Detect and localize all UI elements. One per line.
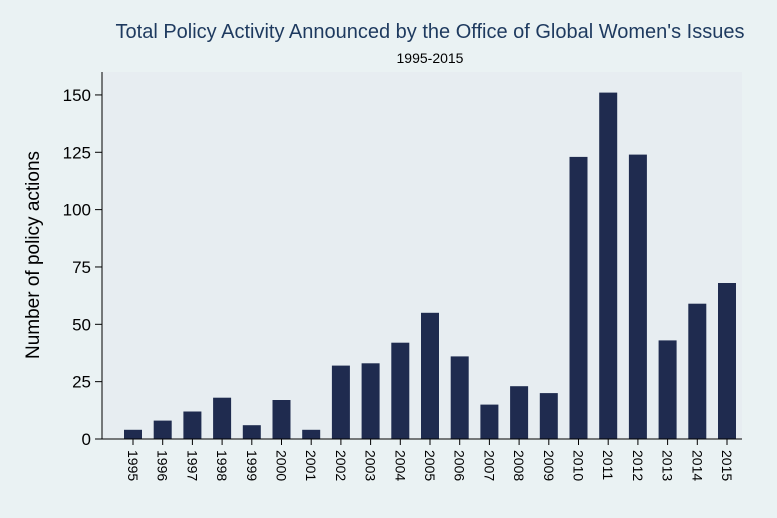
x-tick-label: 1998 [214,450,230,481]
x-tick-label: 2015 [719,450,735,481]
y-tick-label: 25 [72,373,91,392]
y-tick-label: 150 [63,86,91,105]
x-tick-label: 1997 [184,450,200,481]
bar-1998 [213,397,232,439]
bar-1996 [153,420,172,439]
y-tick-label: 50 [72,315,91,334]
x-axis: 1995 1996 1997 1998 1999 2000 2001 2002 2003 2004… [102,438,742,481]
x-tick-label: 2011 [600,450,616,480]
bar-1999 [242,425,261,439]
bar-2002 [331,365,350,439]
x-tick-label: 1996 [155,450,171,481]
bar-2001 [302,429,321,439]
y-tick-label: 0 [82,430,91,449]
y-axis-label: Number of policy actions [23,151,44,359]
y-axis: 0 25 50 75 100 125 150 [63,72,103,449]
x-tick-label: 2006 [452,450,468,481]
x-tick-label: 2002 [333,450,349,481]
x-tick-label: 2010 [571,450,587,481]
bar-2014 [688,303,707,439]
x-tick-label: 2013 [660,450,676,481]
x-tick-label: 2007 [481,450,497,481]
x-tick-label: 2003 [363,450,379,481]
x-tick-label: 2009 [541,450,557,481]
y-tick-label: 75 [72,258,91,277]
y-tick-label: 100 [63,201,91,220]
x-tick-label: 2008 [511,450,527,481]
x-tick-label: 2000 [274,450,290,481]
bar-1997 [183,411,202,439]
bar-2000 [272,400,291,439]
bar-1995 [124,429,142,439]
bar-2015 [718,283,736,439]
bar-2009 [539,393,558,439]
chart-subtitle: 1995-2015 [397,50,464,66]
bar-2007 [480,404,499,439]
x-tick-label: 1995 [125,450,141,481]
bar-2008 [510,386,529,439]
bar-2011 [599,92,618,439]
bar-2005 [421,312,439,439]
x-tick-label: 2004 [392,450,408,481]
x-tick-label: 2001 [303,450,319,481]
chart-title: Total Policy Activity Announced by the O… [116,21,745,43]
bar-2004 [391,342,410,439]
bar-2013 [658,340,677,439]
bar-2006 [450,356,469,439]
bar-2010 [569,156,588,439]
x-tick-label: 1999 [244,450,260,481]
bar-2003 [361,363,380,439]
bars-group [124,92,736,439]
x-tick-label: 2012 [630,450,646,481]
x-tick-label: 2014 [689,450,705,481]
x-tick-label: 2005 [422,450,438,481]
bar-2012 [628,154,647,439]
y-tick-label: 125 [63,143,91,162]
